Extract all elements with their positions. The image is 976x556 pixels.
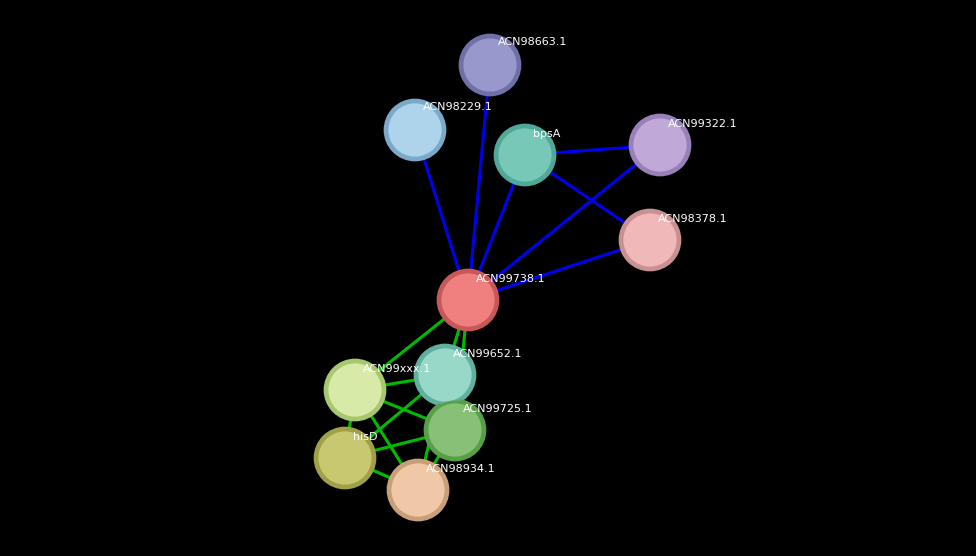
Circle shape <box>440 272 496 328</box>
Circle shape <box>427 402 483 458</box>
Circle shape <box>386 459 449 522</box>
Circle shape <box>619 208 681 271</box>
Circle shape <box>387 102 443 158</box>
Text: ACN99xxx.1: ACN99xxx.1 <box>363 364 431 374</box>
Circle shape <box>436 269 500 331</box>
Circle shape <box>494 123 556 186</box>
Text: ACN99725.1: ACN99725.1 <box>463 404 533 414</box>
Circle shape <box>384 98 446 161</box>
Circle shape <box>462 37 518 93</box>
Text: ACN98934.1: ACN98934.1 <box>426 464 496 474</box>
Circle shape <box>327 362 383 418</box>
Text: ACN98663.1: ACN98663.1 <box>498 37 567 47</box>
Circle shape <box>324 359 386 421</box>
Text: ACN99652.1: ACN99652.1 <box>453 349 522 359</box>
Circle shape <box>390 462 446 518</box>
Text: ACN98229.1: ACN98229.1 <box>423 102 493 112</box>
Circle shape <box>459 34 521 96</box>
Text: ACN98378.1: ACN98378.1 <box>658 214 728 224</box>
Circle shape <box>317 430 373 486</box>
Text: bpsA: bpsA <box>533 129 560 139</box>
Circle shape <box>497 127 553 183</box>
Circle shape <box>414 344 476 406</box>
Circle shape <box>424 399 486 461</box>
Circle shape <box>622 212 678 268</box>
Circle shape <box>313 426 377 489</box>
Circle shape <box>629 113 691 176</box>
Circle shape <box>417 347 473 403</box>
Text: hisD: hisD <box>353 432 378 442</box>
Text: ACN99322.1: ACN99322.1 <box>668 119 738 129</box>
Text: ACN99738.1: ACN99738.1 <box>476 274 546 284</box>
Circle shape <box>632 117 688 173</box>
